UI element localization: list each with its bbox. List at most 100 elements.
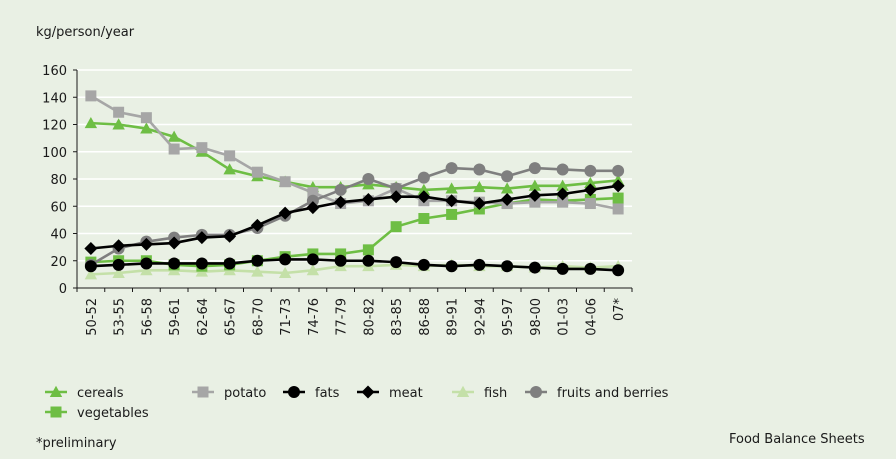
x-tick-label: 71-73 (279, 298, 294, 336)
y-tick-label: 80 (50, 173, 67, 188)
data-point (528, 179, 542, 191)
data-point (362, 244, 374, 256)
series-line (90, 121, 619, 192)
data-point (584, 176, 597, 189)
series-fats (84, 253, 625, 277)
legend-label: fish (484, 386, 507, 401)
data-point (251, 265, 264, 277)
x-tick-label: 95-97 (501, 298, 516, 336)
y-tick-label: 160 (42, 64, 67, 79)
legend-marker (288, 386, 300, 398)
data-point (446, 208, 458, 220)
y-tick-label: 120 (42, 119, 67, 134)
data-point (612, 264, 625, 277)
data-point (362, 254, 375, 267)
series-lines (84, 90, 625, 280)
x-tick-label: 01-03 (557, 298, 572, 336)
data-point (501, 260, 514, 273)
data-point (140, 257, 153, 270)
data-point (223, 229, 237, 243)
legend-marker (49, 385, 63, 397)
data-point (584, 164, 597, 177)
data-point (556, 163, 569, 176)
data-point (223, 257, 236, 270)
legend-label: meat (389, 386, 423, 401)
data-point (279, 176, 291, 188)
data-point (611, 179, 625, 193)
legend-item: fish (452, 385, 507, 401)
data-point (472, 197, 486, 211)
data-point (334, 254, 347, 267)
legend-label: vegetables (77, 406, 149, 421)
data-point (473, 180, 486, 193)
data-point (250, 218, 264, 232)
x-tick-label: 59-61 (168, 298, 183, 336)
data-point (113, 106, 125, 118)
data-point (112, 258, 125, 271)
data-point (335, 248, 347, 260)
data-point (473, 258, 486, 271)
series-potato (85, 90, 624, 215)
data-point (112, 118, 125, 130)
legend: cereals potato fats meat fish fruits and berr… (45, 385, 669, 421)
data-point (140, 112, 152, 124)
x-tick-label: 07* (612, 298, 627, 322)
legend-marker (456, 385, 470, 397)
data-point (473, 163, 486, 176)
data-point (390, 256, 403, 269)
data-point (278, 266, 292, 278)
data-point (251, 254, 264, 267)
legend-label: potato (224, 386, 266, 401)
x-tick-label: 86-88 (418, 298, 433, 336)
data-point (417, 171, 430, 184)
data-point (528, 261, 541, 274)
data-point (500, 182, 514, 194)
legend-label: fats (315, 386, 340, 401)
data-point (557, 196, 569, 208)
y-tick-label: 60 (50, 200, 67, 215)
x-tick-label: 83-85 (390, 298, 405, 336)
data-point (556, 262, 569, 275)
data-point (278, 206, 292, 220)
data-point (528, 162, 541, 175)
x-tick-label: 65-67 (224, 298, 239, 336)
data-point (168, 143, 180, 155)
legend-marker (530, 386, 542, 398)
data-point (112, 239, 126, 253)
data-point (334, 195, 348, 209)
x-tick-label: 62-64 (196, 298, 211, 336)
x-tick-label: 50-52 (85, 298, 100, 336)
data-point (612, 203, 624, 215)
x-tick-label: 56-58 (140, 298, 155, 336)
data-point (140, 264, 153, 276)
data-point (167, 130, 181, 142)
data-point (306, 201, 320, 215)
y-tick-labels: 0 20 40 60 80 100 120 140 160 (42, 64, 67, 297)
data-point (84, 268, 98, 280)
data-point (612, 164, 625, 177)
y-tick-label: 40 (50, 228, 67, 243)
data-point (417, 258, 430, 271)
data-point (445, 182, 458, 194)
data-point (196, 142, 208, 154)
data-point (390, 221, 402, 233)
data-point (195, 257, 208, 270)
data-point (251, 166, 263, 178)
data-point (417, 183, 431, 195)
data-point (167, 236, 181, 250)
data-point (612, 192, 624, 204)
legend-marker (361, 385, 375, 399)
data-point (223, 163, 236, 175)
y-tick-label: 20 (50, 255, 67, 270)
data-point (362, 173, 375, 185)
data-point (85, 90, 97, 102)
data-point (306, 264, 320, 276)
footnote: *preliminary (36, 436, 117, 451)
legend-marker (50, 406, 62, 418)
legend-label: cereals (77, 386, 124, 401)
legend-item: vegetables (45, 406, 149, 421)
axes (73, 69, 633, 292)
x-tick-label: 53-55 (113, 298, 128, 336)
data-point (445, 162, 458, 175)
series-line (90, 166, 619, 266)
